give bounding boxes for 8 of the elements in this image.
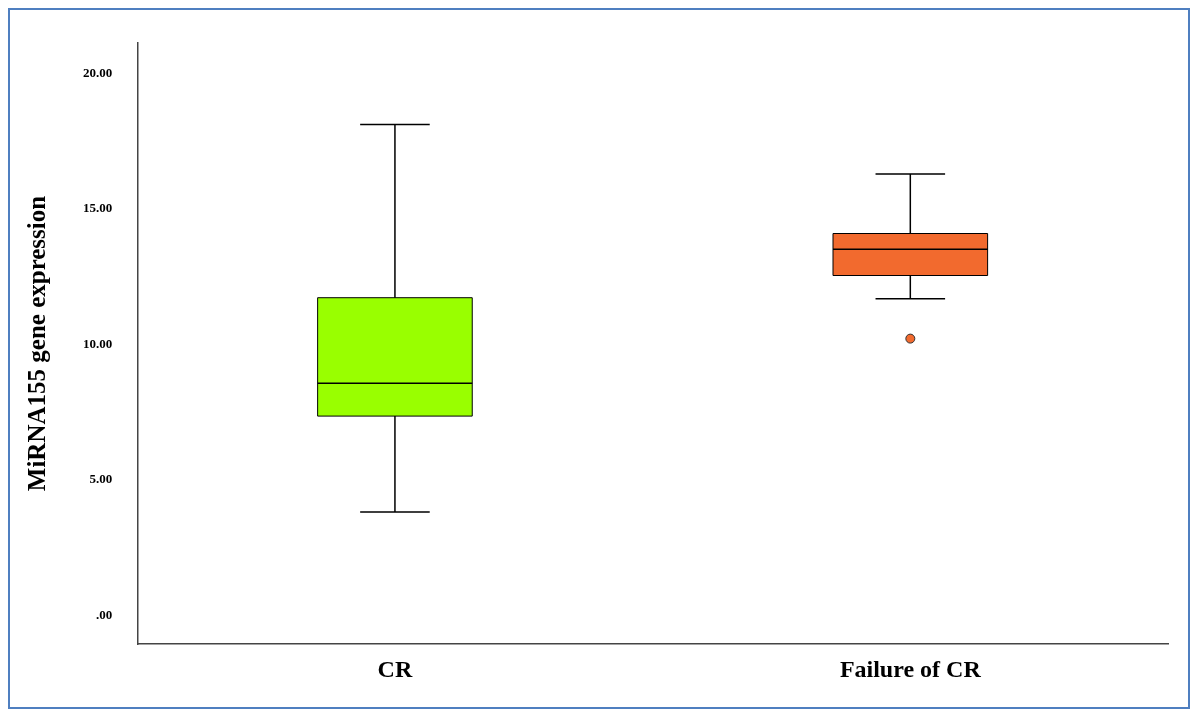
y-tick-label: .00 xyxy=(96,606,113,622)
y-axis-title: MiRNA155 gene expression xyxy=(23,195,51,492)
y-tick-label: 15.00 xyxy=(83,200,113,216)
y-tick-label: 5.00 xyxy=(89,471,113,487)
y-tick-label: 10.00 xyxy=(83,335,113,351)
y-tick-label: 20.00 xyxy=(83,64,113,80)
x-tick-label: Failure of CR xyxy=(839,655,982,682)
x-tick-label: CR xyxy=(377,655,413,682)
